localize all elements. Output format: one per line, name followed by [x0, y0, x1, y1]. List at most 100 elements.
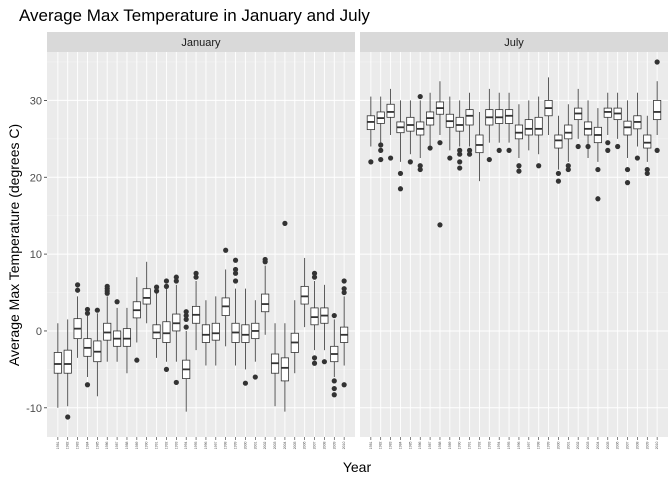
outlier-point [427, 145, 433, 151]
box-iqr [300, 285, 309, 305]
box-january-2006 [300, 257, 309, 328]
box-january-2002 [261, 256, 270, 335]
box-july-1981 [366, 96, 375, 165]
x-tick-label: 1985 [95, 441, 99, 449]
x-tick-label: 1988 [125, 441, 129, 449]
box-january-1986 [103, 283, 112, 362]
x-tick-label: 2010 [342, 441, 346, 449]
outlier-point [378, 156, 384, 163]
x-tick-label: 2004 [283, 441, 287, 449]
box-iqr [386, 103, 395, 118]
x-tick-label: 1991 [468, 441, 472, 449]
outlier-point [84, 306, 91, 313]
strip-january [47, 32, 355, 52]
box-january-1981 [53, 323, 62, 408]
box-iqr [53, 352, 62, 374]
outlier-point [282, 220, 288, 226]
x-tick-label: 1992 [164, 441, 168, 449]
box-iqr [643, 134, 652, 149]
box-iqr [653, 100, 662, 121]
outlier-point [516, 168, 522, 174]
x-ticks-july: 1981 1982 1983 1984 1985 1986 1987 1988 1989 1990… [369, 437, 659, 449]
box-january-1983 [73, 282, 82, 358]
panel-july: July 1981 1982 1983 1984 1985 1986 1987 1988 198… [360, 32, 668, 449]
box-july-1994 [495, 92, 504, 153]
box-july-2008 [633, 92, 642, 161]
outlier-point [457, 165, 463, 171]
outlier-point [437, 140, 443, 146]
outlier-point [65, 414, 71, 420]
x-axis-title: Year [343, 459, 372, 475]
box-january-1987 [113, 299, 122, 362]
box-january-2001 [251, 300, 260, 380]
x-tick-label: 1996 [204, 441, 208, 449]
box-july-1998 [534, 96, 543, 169]
outlier-point [624, 166, 631, 173]
plot-area-january [47, 52, 355, 437]
outlier-point [94, 307, 100, 313]
box-iqr [524, 119, 533, 136]
outlier-point [397, 186, 404, 192]
outlier-point [585, 143, 591, 150]
x-tick-label: 2006 [303, 441, 307, 449]
box-january-2009 [330, 312, 339, 398]
outlier-point [134, 357, 140, 363]
outlier-point [173, 278, 179, 284]
box-july-1990 [455, 100, 464, 171]
x-tick-label: 1999 [547, 441, 551, 449]
x-tick-label: 1990 [145, 441, 149, 449]
outlier-point [644, 166, 650, 173]
x-tick-label: 2006 [616, 441, 620, 449]
box-january-1990 [142, 261, 151, 324]
x-tick-label: 1981 [369, 441, 373, 449]
box-iqr [241, 324, 250, 343]
box-january-1998 [221, 247, 230, 347]
outlier-point [311, 270, 318, 276]
box-january-2003 [270, 323, 280, 407]
x-tick-label: 2003 [586, 441, 590, 449]
box-iqr [465, 109, 474, 126]
box-january-1988 [122, 307, 132, 374]
outlier-point [536, 163, 542, 169]
box-january-2005 [290, 300, 299, 374]
chart-title: Average Max Temperature in January and J… [19, 6, 370, 25]
x-tick-label: 2000 [243, 441, 247, 449]
x-tick-label: 1986 [418, 441, 422, 449]
outlier-point [368, 159, 374, 165]
box-iqr [63, 349, 72, 374]
outlier-point [417, 166, 423, 173]
outlier-point [232, 278, 239, 284]
x-ticks-january: 1981 1982 1983 1984 1985 1986 1987 1988 1989 1990… [56, 437, 346, 449]
outlier-point [104, 290, 110, 296]
x-tick-label: 2010 [655, 441, 659, 449]
box-iqr [142, 288, 151, 305]
box-iqr [201, 324, 210, 343]
outlier-point [457, 151, 463, 157]
outlier-point [654, 59, 660, 65]
box-january-1991 [152, 284, 161, 358]
x-tick-label: 2005 [293, 441, 297, 449]
y-axis: -10 0 10 20 30 [26, 95, 47, 415]
x-tick-label: 2007 [626, 441, 630, 449]
box-iqr [554, 134, 563, 149]
y-tick-label: 20 [30, 172, 42, 184]
box-july-1999 [544, 77, 553, 135]
x-tick-label: 1985 [408, 441, 412, 449]
box-july-1983 [386, 88, 395, 161]
box-iqr [261, 293, 270, 313]
box-july-1985 [406, 100, 415, 165]
outlier-point [341, 289, 347, 296]
outlier-point [232, 266, 239, 273]
outlier-point [84, 382, 91, 388]
x-tick-label: 1998 [537, 441, 541, 449]
box-january-1982 [63, 319, 72, 420]
y-tick-label: 30 [30, 95, 42, 107]
x-tick-label: 1988 [438, 441, 442, 449]
x-tick-label: 2000 [556, 441, 560, 449]
outlier-point [331, 392, 337, 398]
outlier-point [605, 147, 611, 153]
gridlines-july [360, 52, 668, 437]
x-tick-label: 1994 [497, 441, 501, 449]
box-january-1989 [132, 277, 141, 363]
outlier-point [183, 312, 189, 319]
